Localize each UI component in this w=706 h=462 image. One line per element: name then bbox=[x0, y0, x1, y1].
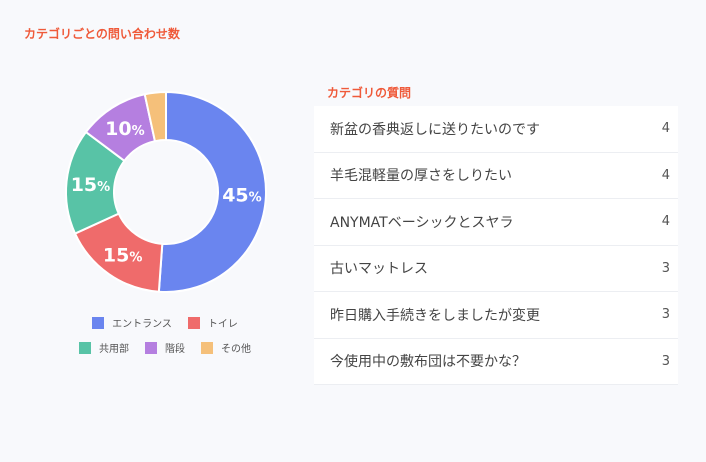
question-count: 3 bbox=[661, 307, 670, 323]
legend-swatch-entrance bbox=[92, 316, 105, 329]
legend-row-1: エントランス トイレ bbox=[0, 315, 330, 330]
question-list: 新盆の香典返しに送りたいのです 4 羊毛混軽量の厚さをしりたい 4 ANYMAT… bbox=[314, 106, 678, 385]
legend-swatch-stairs bbox=[145, 341, 157, 354]
legend-swatch-common-area bbox=[79, 341, 91, 354]
question-text: 古いマットレス bbox=[330, 261, 428, 278]
question-count: 4 bbox=[661, 121, 670, 137]
legend-item-common-area[interactable]: 共用部 bbox=[79, 340, 129, 355]
legend-label-common-area: 共用部 bbox=[99, 344, 129, 355]
slice-label-common-area: 15% bbox=[71, 174, 110, 196]
chart-panel-title: カテゴリごとの問い合わせ数 bbox=[24, 27, 180, 41]
question-row[interactable]: 今使用中の敷布団は不要かな？ 3 bbox=[314, 339, 678, 385]
legend-label-entrance: エントランス bbox=[112, 319, 172, 330]
question-count: 3 bbox=[661, 260, 670, 276]
donut-chart: 45% 15% 15% 10% bbox=[65, 90, 268, 293]
legend-swatch-toilet bbox=[187, 316, 200, 329]
slice-entrance[interactable] bbox=[157, 90, 268, 293]
question-row[interactable]: 昨日購入手続きをしましたが変更 3 bbox=[314, 292, 678, 339]
question-count: 4 bbox=[661, 214, 670, 230]
question-count: 3 bbox=[661, 353, 670, 369]
question-row[interactable]: 新盆の香典返しに送りたいのです 4 bbox=[314, 106, 678, 153]
question-panel-title: カテゴリの質問 bbox=[327, 86, 412, 100]
slice-label-stairs: 10% bbox=[105, 118, 144, 140]
question-count: 4 bbox=[661, 167, 670, 183]
question-text: ANYMATベーシックとスヤラ bbox=[330, 214, 514, 231]
question-text: 羊毛混軽量の厚さをしりたい bbox=[330, 168, 512, 185]
question-row[interactable]: 羊毛混軽量の厚さをしりたい 4 bbox=[314, 153, 678, 199]
question-row[interactable]: ANYMATベーシックとスヤラ 4 bbox=[314, 199, 678, 246]
slice-label-toilet: 15% bbox=[103, 244, 142, 266]
legend-label-other: その他 bbox=[221, 344, 251, 355]
question-text: 今使用中の敷布団は不要かな？ bbox=[330, 354, 526, 371]
slice-other[interactable] bbox=[143, 90, 167, 143]
legend-item-toilet[interactable]: トイレ bbox=[187, 315, 238, 330]
legend-item-other[interactable]: その他 bbox=[201, 340, 251, 355]
legend-row-2: 共用部 階段 その他 bbox=[0, 340, 330, 355]
legend-label-stairs: 階段 bbox=[165, 344, 185, 355]
slice-label-entrance: 45% bbox=[222, 185, 261, 207]
question-text: 新盆の香典返しに送りたいのです bbox=[330, 121, 540, 138]
legend-item-stairs[interactable]: 階段 bbox=[145, 340, 185, 355]
legend-label-toilet: トイレ bbox=[207, 319, 238, 330]
legend-swatch-other bbox=[201, 341, 213, 354]
question-text: 昨日購入手続きをしましたが変更 bbox=[330, 307, 540, 324]
legend-item-entrance[interactable]: エントランス bbox=[92, 315, 172, 330]
question-row[interactable]: 古いマットレス 3 bbox=[314, 246, 678, 292]
